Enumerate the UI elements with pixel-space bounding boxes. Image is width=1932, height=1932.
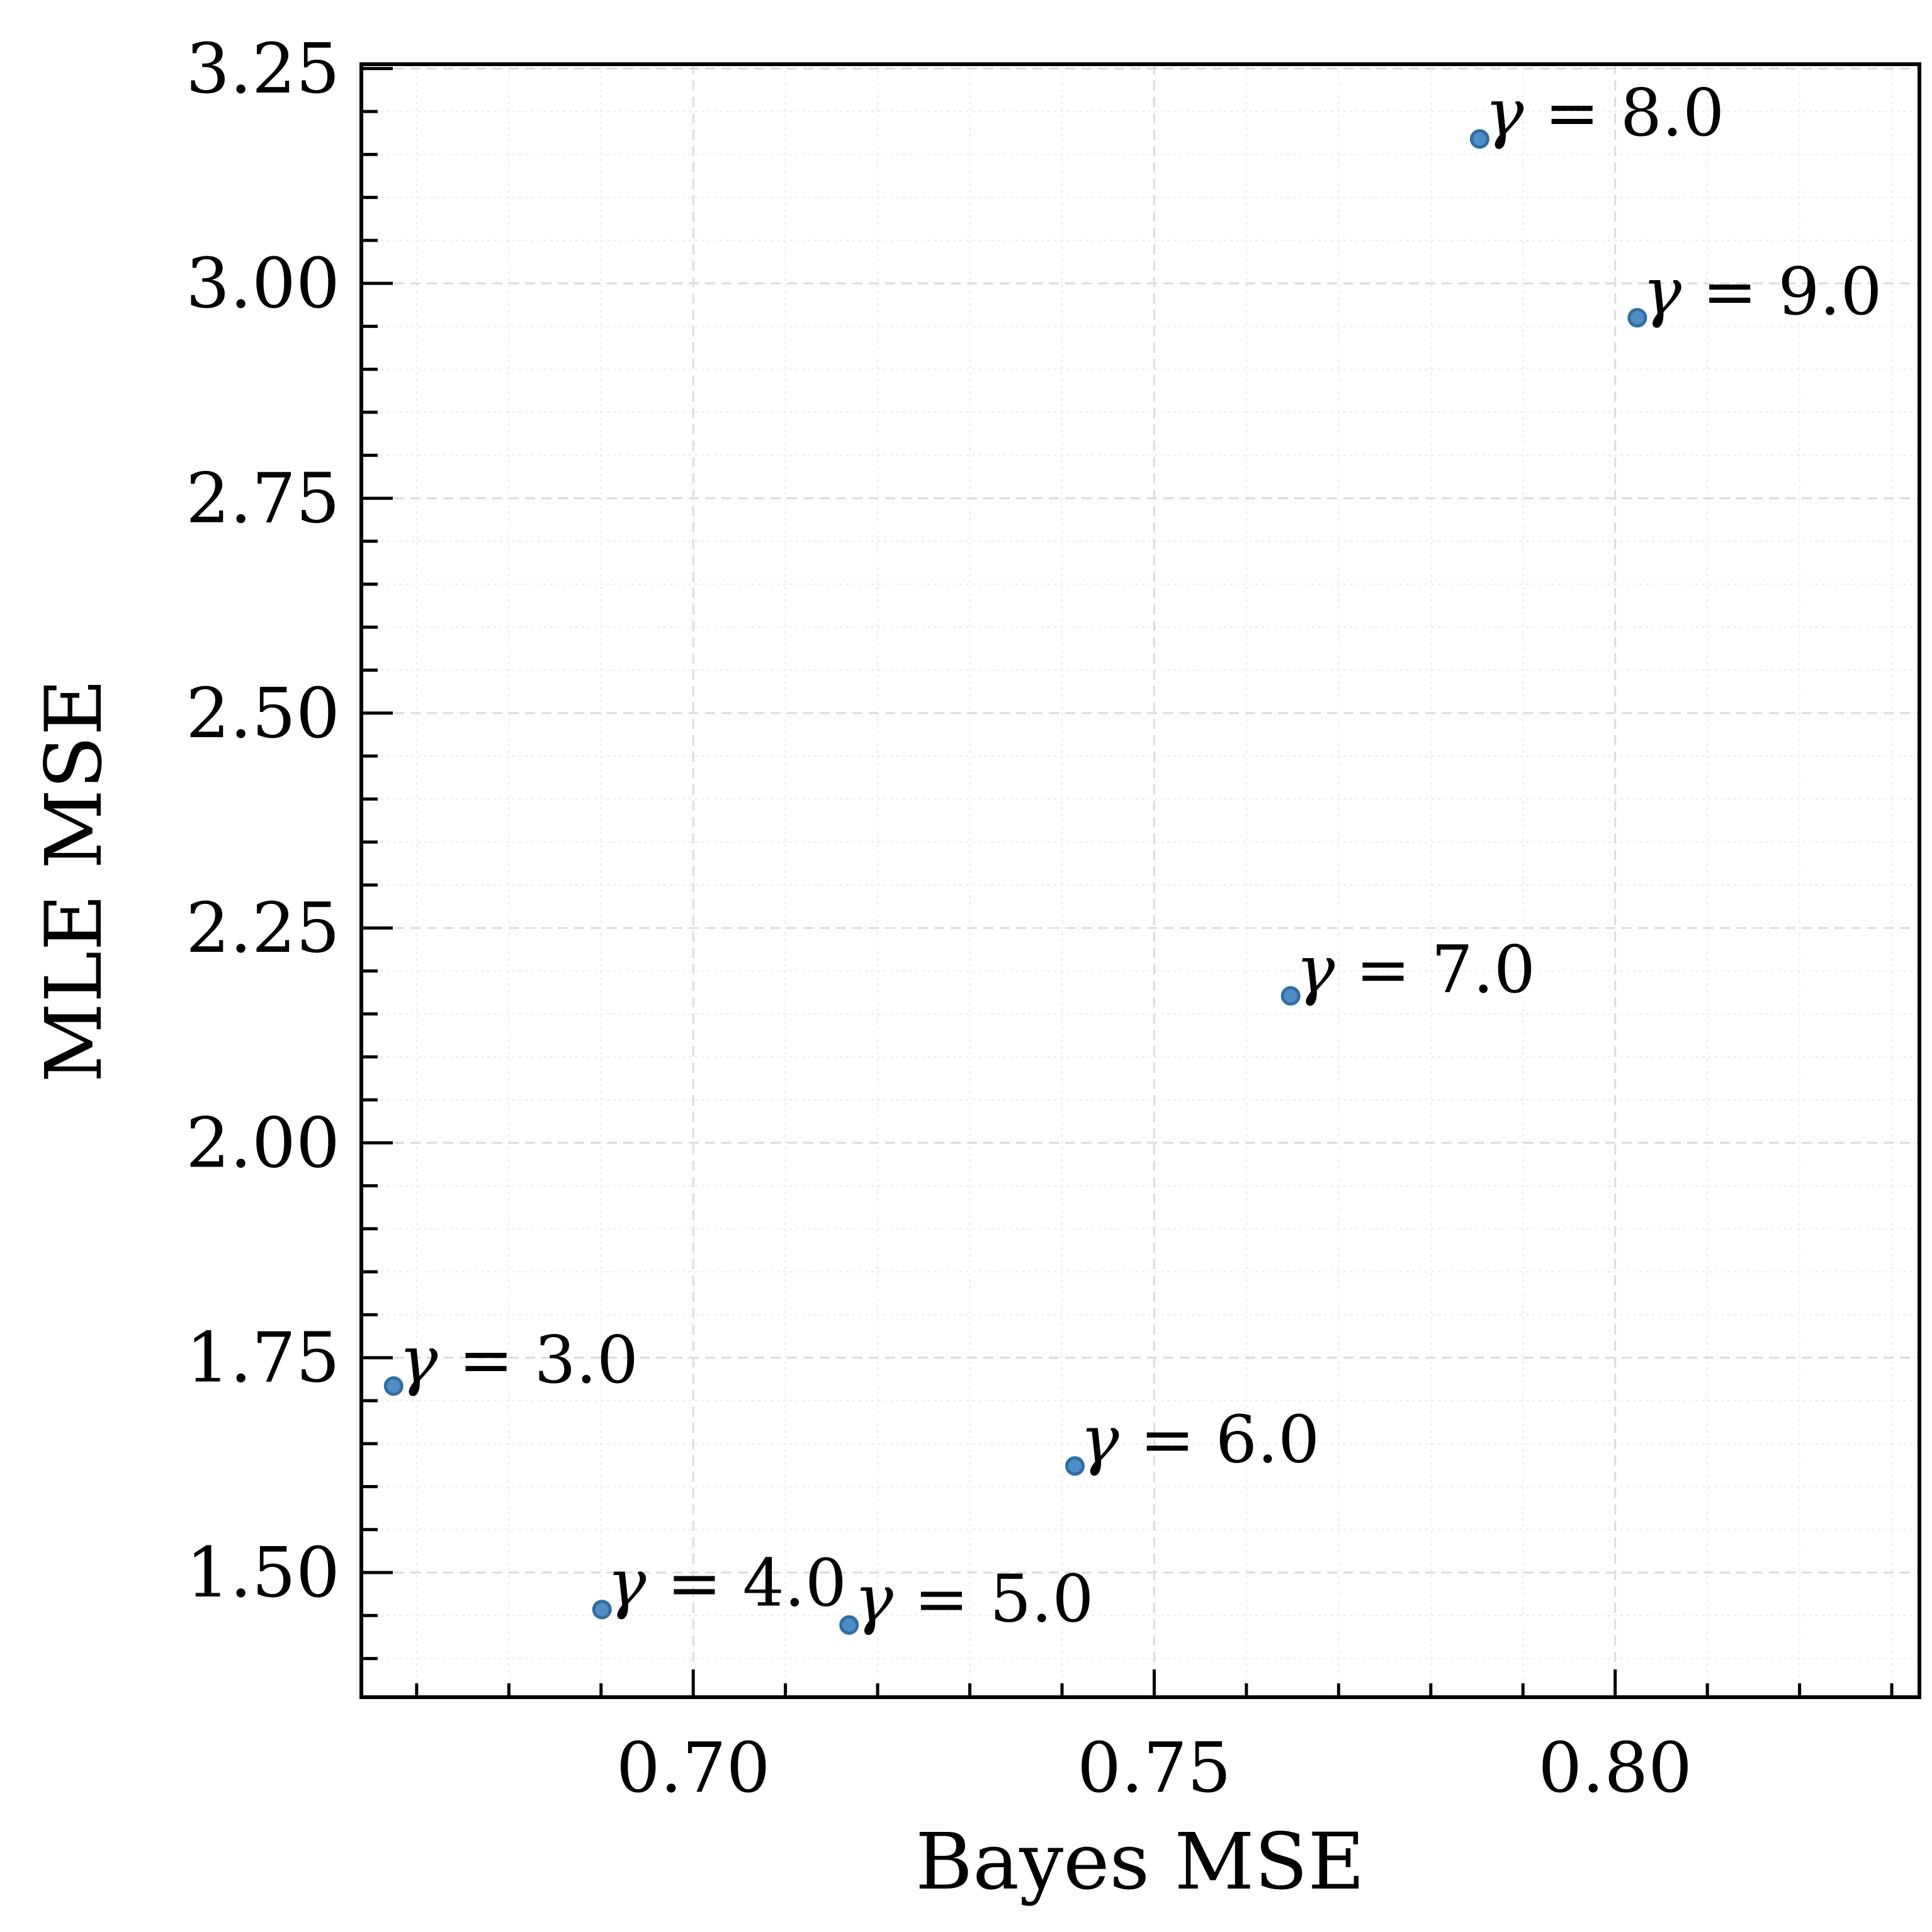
axis-ticks [361, 67, 1894, 1697]
x-tick-label: 0.75 [1077, 1727, 1231, 1808]
y-tick-label: 2.50 [186, 673, 340, 754]
point-labels: γ = 3.0 γ = 4.0 γ = 5.0 γ = 6.0 γ = 7.0 γ = 8… [398, 74, 1882, 1637]
data-points [383, 129, 1647, 1635]
point-label: γ = 3.0 [398, 1321, 638, 1398]
tick-labels: 0.70 0.75 0.80 1.50 1.75 2.00 2.25 2.50 2.75 3.00… [186, 28, 1692, 1808]
x-tick-label: 0.80 [1538, 1727, 1692, 1808]
major-grid [361, 64, 1919, 1697]
data-point [383, 1376, 404, 1396]
point-label: γ = 5.0 [854, 1560, 1094, 1637]
point-label: γ = 9.0 [1642, 253, 1882, 330]
x-tick-label: 0.70 [616, 1727, 771, 1808]
data-point [839, 1615, 859, 1635]
y-axis-label: MLE MSE [29, 679, 120, 1083]
point-label: γ = 6.0 [1080, 1401, 1320, 1478]
y-tick-label: 1.50 [186, 1532, 340, 1613]
y-tick-label: 2.75 [186, 458, 340, 538]
x-axis-label: Bayes MSE [915, 1817, 1365, 1907]
data-point [1469, 129, 1489, 149]
data-point [592, 1600, 612, 1620]
point-label: γ = 7.0 [1296, 931, 1535, 1008]
data-point [1627, 308, 1647, 328]
point-label: γ = 4.0 [607, 1545, 847, 1622]
y-tick-label: 3.25 [186, 28, 340, 109]
data-point [1280, 986, 1301, 1006]
y-tick-label: 1.75 [186, 1318, 340, 1398]
data-point [1065, 1456, 1085, 1476]
plot-frame [359, 62, 1921, 1699]
point-label: γ = 8.0 [1484, 74, 1724, 151]
y-tick-label: 2.25 [186, 888, 340, 968]
minor-grid [361, 64, 1919, 1697]
y-tick-label: 2.00 [186, 1102, 340, 1183]
y-tick-label: 3.00 [186, 243, 340, 324]
